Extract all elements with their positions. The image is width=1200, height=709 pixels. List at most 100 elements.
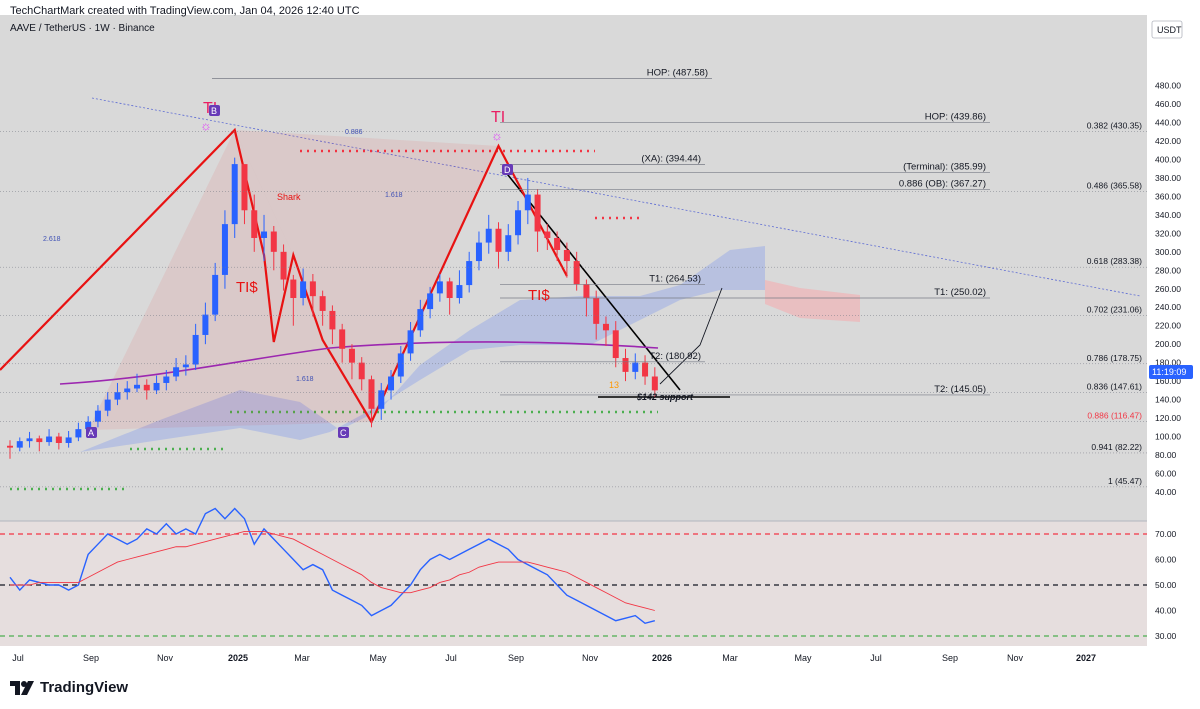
candle: [182, 355, 189, 376]
target-level-label: 0.886 (OB): (367.27): [899, 179, 986, 190]
candle-body: [261, 231, 268, 238]
fib-level-label: 0.702 (231.06): [1087, 304, 1142, 314]
candle-body: [7, 445, 13, 448]
symbol-info: AAVE / TetherUS · 1W · Binance: [10, 23, 155, 34]
time-tick-label: Sep: [83, 653, 99, 663]
candle-body: [475, 242, 482, 262]
candle-body: [466, 261, 473, 286]
candle-body: [358, 362, 365, 380]
candle: [36, 435, 43, 452]
time-tick-label: Jul: [870, 653, 882, 663]
candle: [358, 357, 365, 391]
candle-body: [65, 437, 72, 443]
candle-body: [143, 384, 150, 391]
svg-text:C: C: [340, 428, 347, 438]
time-tick-label: May: [369, 653, 387, 663]
fib-level-label: 0.886 (116.47): [1087, 410, 1142, 420]
candle: [593, 290, 600, 340]
candle-body: [280, 251, 287, 280]
candle: [124, 381, 131, 400]
rsi-moving-average: [10, 531, 655, 611]
currency-label: USDT: [1157, 25, 1182, 35]
candle-body: [632, 362, 639, 372]
candle: [280, 244, 287, 291]
fib-lines: 0.382 (430.35) 0.486 (365.58) 0.618 (283.3…: [0, 120, 1147, 488]
candle-body: [16, 441, 23, 448]
rsi-line: [9, 507, 655, 625]
target-level-label: T2: (180.92): [649, 351, 701, 362]
candle-body: [163, 376, 170, 383]
candle: [300, 268, 307, 306]
dotted-guides: [10, 149, 658, 491]
time-tick-label: Sep: [508, 653, 524, 663]
candle: [524, 177, 531, 225]
price-tick-label: 200.00: [1155, 339, 1181, 349]
candle: [231, 157, 238, 238]
candle-body: [173, 367, 180, 377]
fib-level-label: 0.486 (365.58): [1087, 180, 1142, 190]
target-level-label: T1: (250.02): [934, 287, 986, 298]
time-tick-label: Nov: [1007, 653, 1024, 663]
candle-body: [134, 384, 141, 389]
time-tick-label: Sep: [942, 653, 958, 663]
candle-body: [515, 210, 522, 236]
candle-body: [55, 436, 62, 443]
candle-body: [427, 293, 434, 310]
time-tick-label: 2025: [228, 653, 248, 663]
projected-path: [659, 287, 723, 385]
candle: [427, 286, 434, 319]
candle-body: [544, 231, 551, 238]
svg-text:A: A: [88, 428, 94, 438]
candle: [642, 355, 649, 385]
resistance-trend-line: [91, 97, 1141, 297]
candle-body: [251, 210, 258, 238]
rsi-tick-label: 70.00: [1155, 529, 1177, 539]
axis-badges: USDT 11:19:09: [1149, 20, 1193, 379]
candle-body: [397, 353, 404, 377]
candle-body: [602, 323, 609, 331]
candle-body: [388, 376, 395, 391]
brand-name: TradingView: [40, 679, 129, 696]
rsi-layer: 30.00 40.00 50.00 60.00 70.00: [0, 507, 1177, 641]
price-tick-label: 40.00: [1155, 487, 1177, 497]
fib-level-label: 0.941 (82.22): [1091, 442, 1142, 452]
candle: [534, 189, 541, 252]
candle: [446, 277, 453, 315]
price-tick-label: 260.00: [1155, 284, 1181, 294]
candle-body: [651, 376, 658, 391]
candle: [55, 432, 62, 450]
candle-body: [339, 329, 346, 349]
candle: [192, 323, 199, 371]
candle-body: [114, 392, 121, 400]
candle: [544, 224, 551, 250]
candle-body: [290, 279, 297, 299]
price-tick-label: 360.00: [1155, 191, 1181, 201]
rsi-tick-label: 40.00: [1155, 606, 1177, 616]
cloud-layer: [80, 246, 860, 452]
candle: [515, 201, 522, 245]
candle-body: [378, 390, 385, 409]
price-tick-label: 300.00: [1155, 247, 1181, 257]
price-tick-label: 380.00: [1155, 173, 1181, 183]
wedge-trend-line: [503, 169, 681, 391]
price-ticks: 40.00 60.00 80.00 100.00 120.00 140.00 160.00 1…: [1155, 81, 1181, 497]
time-axis: Jul Sep Nov 2025 Mar May Jul Sep Nov 2026 Mar May Ju…: [12, 653, 1096, 663]
point-d-marker: D: [502, 164, 513, 175]
price-tick-label: 480.00: [1155, 81, 1181, 91]
candle: [339, 323, 346, 363]
level-lines: HOP: (487.58) HOP: (439.86) (XA): (394.44)…: [212, 68, 990, 396]
pattern-bcd-fill: [234, 130, 499, 422]
candle-body: [368, 379, 375, 409]
candle-body: [417, 309, 424, 331]
candle: [495, 222, 502, 269]
target-level-label: T1: (264.53): [649, 274, 701, 285]
candle-body: [241, 164, 248, 211]
currency-badge: [1151, 20, 1183, 39]
candle-body: [221, 224, 228, 275]
candle: [104, 392, 111, 417]
candle: [309, 273, 316, 317]
price-tick-label: 240.00: [1155, 302, 1181, 312]
ratio-label-1: 0.886: [345, 129, 363, 136]
candle-body: [212, 274, 219, 315]
